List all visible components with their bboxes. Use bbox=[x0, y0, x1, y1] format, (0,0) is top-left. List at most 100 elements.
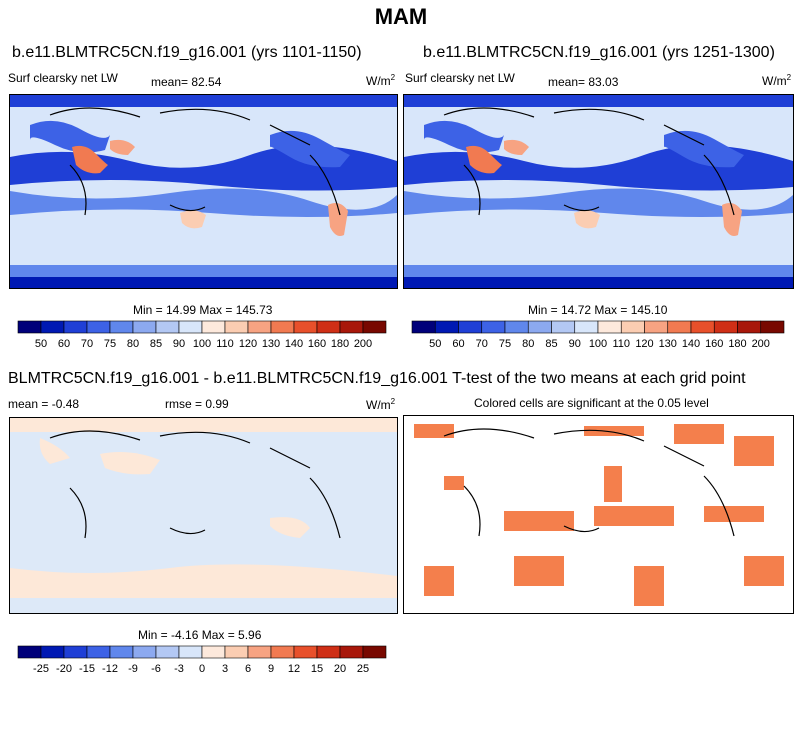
panel1-minmax: Min = 14.99 Max = 145.73 bbox=[133, 303, 273, 317]
panel3-colorbar-box bbox=[155, 645, 180, 659]
panel2-colorbar-box bbox=[667, 320, 692, 334]
panel2-title: b.e11.BLMTRC5CN.f19_g16.001 (yrs 1251-13… bbox=[423, 44, 775, 61]
panel3-colorbar-label: -20 bbox=[56, 663, 72, 675]
panel1-title: b.e11.BLMTRC5CN.f19_g16.001 (yrs 1101-11… bbox=[12, 44, 362, 61]
panel1-eurasia-zone bbox=[30, 120, 110, 153]
panel3-colorbar-box bbox=[17, 645, 42, 659]
panel3-colorbar-svg: -25 -20 -15 -12 -9 -6 -3 0 3 6 9 12 15 20 25 bbox=[17, 645, 387, 675]
panel2-samerica-hot bbox=[722, 203, 742, 236]
panel2-arabia-hot bbox=[504, 139, 529, 155]
panel1-colorbar-label: 85 bbox=[150, 338, 162, 350]
panel1-colorbar-box bbox=[17, 320, 42, 334]
row2-title: BLMTRC5CN.f19_g16.001 - b.e11.BLMTRC5CN.… bbox=[8, 370, 746, 388]
panel1-colorbar-box bbox=[316, 320, 341, 334]
panel3-rmse: rmse = 0.99 bbox=[165, 397, 229, 411]
panel1-samerica-hot bbox=[328, 203, 348, 236]
panel1-map bbox=[9, 94, 398, 289]
panel2-sahara-hot bbox=[466, 145, 502, 174]
panel3-colorbar-label: -15 bbox=[79, 663, 95, 675]
panel1-sahara-hot bbox=[72, 145, 108, 174]
panel1-colorbar-box bbox=[339, 320, 364, 334]
panel3-colorbar-box bbox=[178, 645, 203, 659]
panel3-europe-positive bbox=[39, 438, 70, 464]
panel3-map-svg bbox=[10, 418, 397, 613]
panel3-colorbar-label: 6 bbox=[245, 663, 251, 675]
panel1-colorbar-label: 160 bbox=[308, 338, 326, 350]
panel2-colorbar-box bbox=[644, 320, 669, 334]
panel1-colorbar-label: 70 bbox=[81, 338, 93, 350]
panel1-colorbar-box bbox=[178, 320, 203, 334]
season-title: MAM bbox=[374, 4, 428, 29]
panel1-map-svg bbox=[10, 95, 397, 288]
panel2-namerica-zone bbox=[664, 130, 744, 168]
panel1-units: W/m2 bbox=[366, 73, 396, 88]
panel4-coastlines bbox=[443, 428, 735, 537]
panel2-colorbar-label: 110 bbox=[612, 338, 630, 350]
panel2-colorbar-label: 60 bbox=[452, 338, 464, 350]
panel1-colorbar-box bbox=[40, 320, 65, 334]
panel2-colorbar-label: 130 bbox=[659, 338, 677, 350]
panel4-subtitle: Colored cells are significant at the 0.0… bbox=[474, 396, 709, 410]
panel1-colorbar-box bbox=[132, 320, 157, 334]
panel3-colorbar-box bbox=[109, 645, 134, 659]
panel1-colorbar-svg: 50 60 70 75 80 85 90 100 110 120 130 140 160 180 200 bbox=[17, 320, 387, 350]
panel1-coastlines bbox=[49, 107, 341, 216]
panel3-colorbar-label: 0 bbox=[199, 663, 205, 675]
panel1-north-band bbox=[10, 95, 397, 107]
panel1-colorbar-box bbox=[86, 320, 111, 334]
panel1-colorbar-box bbox=[293, 320, 318, 334]
panel2-north-band bbox=[404, 95, 793, 107]
panel1-australia-warm bbox=[180, 210, 206, 229]
panel3-colorbar-box bbox=[316, 645, 341, 659]
panel1-colorbar-box bbox=[270, 320, 295, 334]
panel1-colorbar-box bbox=[362, 320, 387, 334]
panel1-colorbar-label: 100 bbox=[193, 338, 211, 350]
panel1-colorbar-box bbox=[155, 320, 180, 334]
panel1-colorbar-label: 140 bbox=[285, 338, 303, 350]
panel2-mean: mean= 83.03 bbox=[548, 75, 619, 89]
panel1-colorbar-box bbox=[63, 320, 88, 334]
panel3-colorbar-label: -9 bbox=[128, 663, 138, 675]
panel2-colorbar-label: 70 bbox=[476, 338, 488, 350]
panel3-colorbar-label: 3 bbox=[222, 663, 228, 675]
panel1-colorbar-label: 180 bbox=[331, 338, 349, 350]
panel3-colorbar-box bbox=[40, 645, 65, 659]
panel3-colorbar-box bbox=[293, 645, 318, 659]
panel3-colorbar-label: 25 bbox=[357, 663, 369, 675]
panel1-colorbar-box bbox=[224, 320, 249, 334]
panel3-colorbar-label: -3 bbox=[174, 663, 184, 675]
panel3-colorbar-box bbox=[86, 645, 111, 659]
panel1-colorbar-box bbox=[109, 320, 134, 334]
panel2-colorbar-box bbox=[481, 320, 506, 334]
panel2-coastlines bbox=[443, 107, 735, 216]
panel1-colorbar-box bbox=[201, 320, 226, 334]
panel2-colorbar-label: 100 bbox=[589, 338, 607, 350]
panel2-colorbar-box bbox=[551, 320, 576, 334]
panel1-colorbar-label: 90 bbox=[173, 338, 185, 350]
panel2-colorbar-label: 75 bbox=[499, 338, 511, 350]
panel1-colorbar-label: 120 bbox=[239, 338, 257, 350]
panel3-colorbar-label: 12 bbox=[288, 663, 300, 675]
panel3-minmax: Min = -4.16 Max = 5.96 bbox=[138, 628, 262, 642]
panel2-colorbar-box bbox=[458, 320, 483, 334]
panel3-colorbar-box bbox=[201, 645, 226, 659]
panel2-colorbar-label: 80 bbox=[522, 338, 534, 350]
panel3-colorbar-box bbox=[132, 645, 157, 659]
panel2-minmax: Min = 14.72 Max = 145.10 bbox=[528, 303, 668, 317]
panel4-title: T-test of the two means at each grid poi… bbox=[452, 370, 746, 387]
panel2-units: W/m2 bbox=[762, 73, 792, 88]
panel3-units: W/m2 bbox=[366, 397, 396, 412]
panel4-map-svg bbox=[404, 416, 793, 613]
panel2-colorbar-box bbox=[504, 320, 529, 334]
panel3-map bbox=[9, 417, 398, 614]
panel3-colorbar-box bbox=[362, 645, 387, 659]
panel3-colorbar-label: 9 bbox=[268, 663, 274, 675]
panel3-colorbar-box bbox=[339, 645, 364, 659]
panel3-colorbar-box bbox=[63, 645, 88, 659]
panel3-colorbar-label: 20 bbox=[334, 663, 346, 675]
panel1-colorbar-label: 75 bbox=[104, 338, 116, 350]
panel1-south-band bbox=[10, 265, 397, 277]
panel2-colorbar-box bbox=[713, 320, 738, 334]
panel2-colorbar-box bbox=[690, 320, 715, 334]
panel3-colorbar-label: 15 bbox=[311, 663, 323, 675]
